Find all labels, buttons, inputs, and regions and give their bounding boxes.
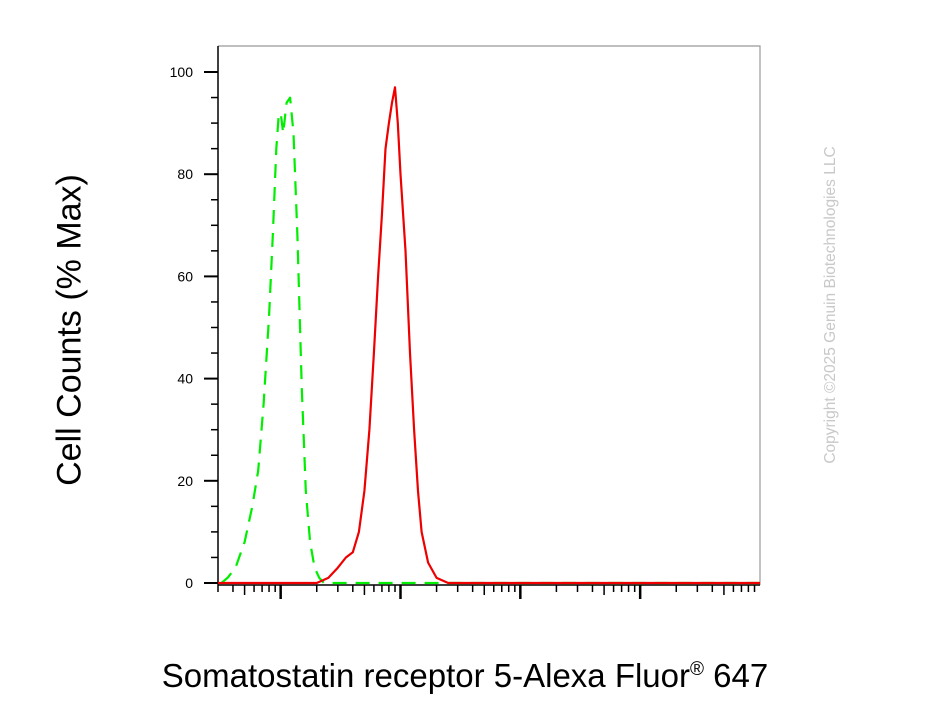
plot-frame [217,45,761,586]
x-axis-label-text: Somatostatin receptor 5-Alexa Fluor [161,657,691,694]
y-axis-ticks: 0 20 40 60 80 100 [170,64,218,591]
registered-mark: ® [690,659,705,680]
series-layer [218,86,760,585]
y-tick-label: 0 [185,575,193,591]
y-tick-label: 20 [177,473,193,489]
y-tick-label: 80 [177,166,193,182]
x-axis-label: Somatostatin receptor 5-Alexa Fluor® 647 [162,657,768,695]
copyright-watermark: Copyright ©2025 Genuin Biotechnologies L… [822,146,839,464]
histogram-series-2 [218,86,760,585]
y-axis-label: Cell Counts (% Max) [50,174,89,486]
y-tick-label: 100 [170,64,194,80]
x-axis-label-suffix: 647 [713,657,769,694]
y-tick-label: 60 [177,268,193,284]
x-axis-ticks [217,585,756,599]
y-tick-label: 40 [177,371,193,387]
histogram-series-1 [220,96,760,585]
